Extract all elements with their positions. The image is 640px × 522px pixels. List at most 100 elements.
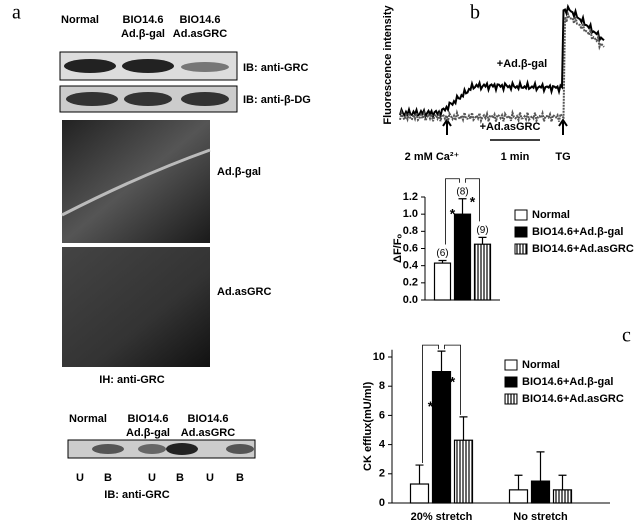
n-label: (8) xyxy=(456,186,468,197)
lane-label: B xyxy=(236,472,244,484)
bar xyxy=(530,480,551,504)
legend-swatch xyxy=(514,226,528,238)
legend-swatch xyxy=(514,243,528,255)
y-tick-label: 8 xyxy=(379,380,385,392)
bar xyxy=(552,489,573,504)
blot-label: IB: anti-GRC xyxy=(243,62,308,74)
legend-label: Normal xyxy=(522,359,560,371)
lane-header: BIO14.6 xyxy=(128,413,169,425)
lane-header: Normal xyxy=(61,14,99,26)
error-bar xyxy=(437,350,446,372)
significance: * xyxy=(450,205,456,221)
bar xyxy=(453,213,472,301)
lane-header: Ad.β-gal xyxy=(121,28,165,40)
panel-label: a xyxy=(12,2,21,24)
y-tick-label: 1.0 xyxy=(403,208,418,220)
trace xyxy=(399,3,605,120)
band xyxy=(138,444,166,454)
x-tick-label: No stretch xyxy=(513,511,568,522)
bracket xyxy=(422,344,439,464)
y-tick-label: 6 xyxy=(379,409,385,421)
panel-label: b xyxy=(470,2,480,24)
trace-label: +Ad.β-gal xyxy=(497,58,547,70)
bar xyxy=(431,371,452,504)
micrograph xyxy=(62,120,210,243)
y-axis-label: CK efflux(mU/ml) xyxy=(362,381,374,471)
bracket xyxy=(445,178,460,245)
band xyxy=(92,444,124,454)
legend-label: BIO14.6+Ad.β-gal xyxy=(532,226,623,238)
bar xyxy=(453,439,474,504)
y-tick-label: 1.2 xyxy=(403,191,418,203)
blot-label: IB: anti-β-DG xyxy=(243,94,311,106)
annotation: 1 min xyxy=(501,151,530,163)
bracket xyxy=(444,344,461,415)
legend-label: BIO14.6+Ad.asGRC xyxy=(522,393,624,405)
caption: IB: anti-GRC xyxy=(104,489,169,501)
legend-swatch xyxy=(504,393,518,405)
lane-label: U xyxy=(76,472,84,484)
y-tick-label: 0.2 xyxy=(403,277,418,289)
bar xyxy=(433,262,452,301)
lane-header: Ad.asGRC xyxy=(181,427,235,439)
y-tick-label: 0.0 xyxy=(403,294,418,306)
legend-label: BIO14.6+Ad.β-gal xyxy=(522,376,613,388)
band xyxy=(181,92,229,106)
lane-label: U xyxy=(148,472,156,484)
bracket xyxy=(465,178,480,222)
error-bar xyxy=(514,474,523,490)
lane-header: BIO14.6 xyxy=(188,413,229,425)
y-tick-label: 4 xyxy=(379,439,386,451)
y-axis-label: ΔF/Fₒ xyxy=(392,234,404,263)
annotation: 2 mM Ca²⁺ xyxy=(405,151,460,163)
y-axis-label: Fluorescence intensity xyxy=(382,5,394,125)
band xyxy=(124,92,172,106)
legend-swatch xyxy=(504,376,518,388)
n-label: (6) xyxy=(436,248,448,259)
image-label: Ad.asGRC xyxy=(217,286,271,298)
trace xyxy=(399,10,605,125)
error-bar xyxy=(478,236,487,245)
image-label: Ad.β-gal xyxy=(217,166,261,178)
y-tick-label: 10 xyxy=(373,351,385,363)
x-tick-label: 20% stretch xyxy=(411,511,473,522)
error-bar xyxy=(536,451,545,482)
lane-label: B xyxy=(104,472,112,484)
lane-header: BIO14.6 xyxy=(180,14,221,26)
legend-swatch xyxy=(514,209,528,221)
bar xyxy=(473,243,492,301)
lane-label: B xyxy=(176,472,184,484)
lane-header: Ad.asGRC xyxy=(173,28,227,40)
arrow xyxy=(442,118,452,135)
band xyxy=(166,443,198,455)
lane-header: Ad.β-gal xyxy=(126,427,170,439)
legend-label: BIO14.6+Ad.asGRC xyxy=(532,243,634,255)
band xyxy=(181,62,229,72)
band xyxy=(226,444,254,454)
legend-label: Normal xyxy=(532,209,570,221)
error-bar xyxy=(459,416,468,441)
band xyxy=(122,59,174,73)
bar xyxy=(508,489,529,504)
significance: * xyxy=(470,194,476,210)
lane-header: BIO14.6 xyxy=(123,14,164,26)
lane-header: Normal xyxy=(69,413,107,425)
band xyxy=(64,59,116,73)
micrograph xyxy=(62,247,210,367)
error-bar xyxy=(438,259,447,264)
legend-swatch xyxy=(504,359,518,371)
arrow xyxy=(558,118,568,135)
y-tick-label: 0 xyxy=(379,497,385,509)
bar xyxy=(409,483,430,504)
panel-label: c xyxy=(622,325,631,347)
y-tick-label: 0.8 xyxy=(403,225,418,237)
caption: IH: anti-GRC xyxy=(99,374,164,386)
y-tick-label: 2 xyxy=(379,468,385,480)
lane-label: U xyxy=(206,472,214,484)
annotation: TG xyxy=(555,151,570,163)
significance: * xyxy=(450,374,456,390)
fiber xyxy=(61,148,211,217)
band xyxy=(66,92,118,106)
y-tick-label: 0.6 xyxy=(403,242,418,254)
